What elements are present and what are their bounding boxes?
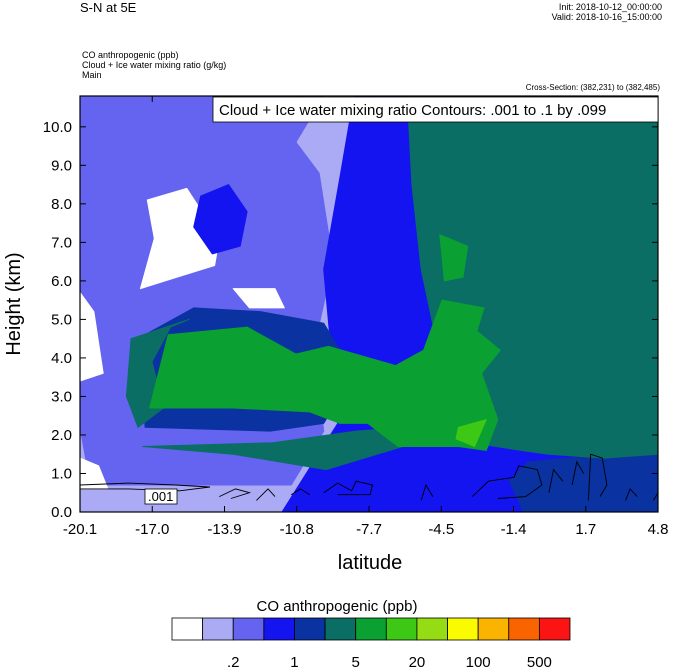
x-tick-label: -4.5 [428,521,454,538]
colorbar-label: 500 [527,654,552,668]
cloud-contour-2 [256,488,276,501]
colorbar-label: 5 [352,654,360,668]
y-axis-title: Height (km) [3,252,25,355]
x-tick-label: -17.0 [135,521,169,538]
cloud-contour-8 [571,460,585,486]
cloud-contour-7 [548,468,564,493]
x-axis: -20.1 -17.0 -13.9 -10.8 -7.7 -4.5 -1.4 1.7 4.8 [63,96,669,538]
valid-time: Valid: 2018-10-16_15:00:00 [551,12,662,22]
co-region-14 [455,419,487,447]
colorbar-swatch-1 [202,617,234,641]
x-tick-label: -13.9 [207,521,241,538]
colorbar-label: 20 [409,654,426,668]
contour-info-text: Cloud + Ice water mixing ratio Contours:… [219,102,606,119]
co-region-13 [439,234,469,282]
colorbar-swatch-7 [385,617,418,641]
x-tick-label: 4.8 [648,521,669,538]
field-label-co: CO anthropogenic (ppb) [82,50,179,60]
plot-title: S-N at 5E [80,0,137,15]
y-axis: 0.0 1.0 2.0 3.0 4.0 5.0 6.0 7.0 8.0 9.0 10.0 [43,119,658,521]
contour-info-box [212,96,659,123]
colorbar-label: 100 [466,654,491,668]
y-tick-label: 1.0 [51,465,72,482]
x-axis-title: latitude [338,552,403,574]
colorbar-label: 1 [290,654,298,668]
cross-section-label: Cross-Section: (382,231) to (382,485) [525,83,660,92]
cloud-ice-contour-lines [80,453,658,501]
y-tick-label: 7.0 [51,234,72,251]
co-region-5 [232,288,285,309]
cloud-contour-5 [420,483,434,501]
field-label-main: Main [82,70,102,80]
x-tick-label: -7.7 [356,521,382,538]
colorbar-swatch-9 [447,617,479,641]
colorbar-swatch-0 [171,617,204,641]
x-tick-label: -1.4 [501,521,527,538]
y-tick-label: 0.0 [51,504,72,521]
y-tick-label: 4.0 [51,350,72,367]
colorbar-swatch-2 [232,617,265,641]
cloud-contour-11 [653,492,658,501]
colorbar-swatch-11 [508,617,540,641]
colorbar-swatch-12 [538,617,571,641]
colorbar-swatch-3 [263,617,295,641]
colorbar-labels: .2 1 5 20 100 500 [227,654,552,668]
cloud-contour-0 [80,482,211,492]
y-tick-label: 10.0 [43,119,72,136]
x-tick-label: 1.7 [575,521,596,538]
co-region-3 [80,291,104,382]
init-time: Init: 2018-10-12_00:00:00 [558,2,662,12]
cloud-contour-1 [219,488,252,499]
y-tick-label: 6.0 [51,273,72,290]
colorbar [171,617,571,641]
field-labels: CO anthropogenic (ppb) Cloud + Ice water… [82,50,226,80]
colorbar-swatch-8 [416,617,448,641]
co-region-6 [193,184,248,255]
y-tick-label: 2.0 [51,427,72,444]
cloud-contour-9 [587,453,608,501]
field-label-cloud: Cloud + Ice water mixing ratio (g/kg) [82,60,227,70]
y-tick-label: 3.0 [51,388,72,405]
co-filled-contours [80,96,658,512]
colorbar-swatch-10 [477,617,510,641]
colorbar-label: .2 [227,654,240,668]
colorbar-swatch-4 [294,617,326,641]
colorbar-title: CO anthropogenic (ppb) [256,598,418,615]
init-valid-times: Init: 2018-10-12_00:00:00 Valid: 2018-10… [552,2,662,22]
y-tick-label: 9.0 [51,157,72,174]
cloud-contour-6 [471,465,543,499]
x-tick-label: -10.8 [280,521,314,538]
co-region-12 [149,299,501,451]
contour-label-box [144,488,178,505]
y-tick-label: 8.0 [51,196,72,213]
cloud-contour-4 [323,480,374,496]
x-tick-label: -20.1 [63,521,97,538]
cloud-contour-3 [290,488,311,496]
y-tick-label: 5.0 [51,311,72,328]
cloud-contour-10 [625,488,638,501]
colorbar-swatch-6 [355,617,387,641]
contour-label: .001 [148,489,173,504]
colorbar-swatch-5 [324,617,357,641]
